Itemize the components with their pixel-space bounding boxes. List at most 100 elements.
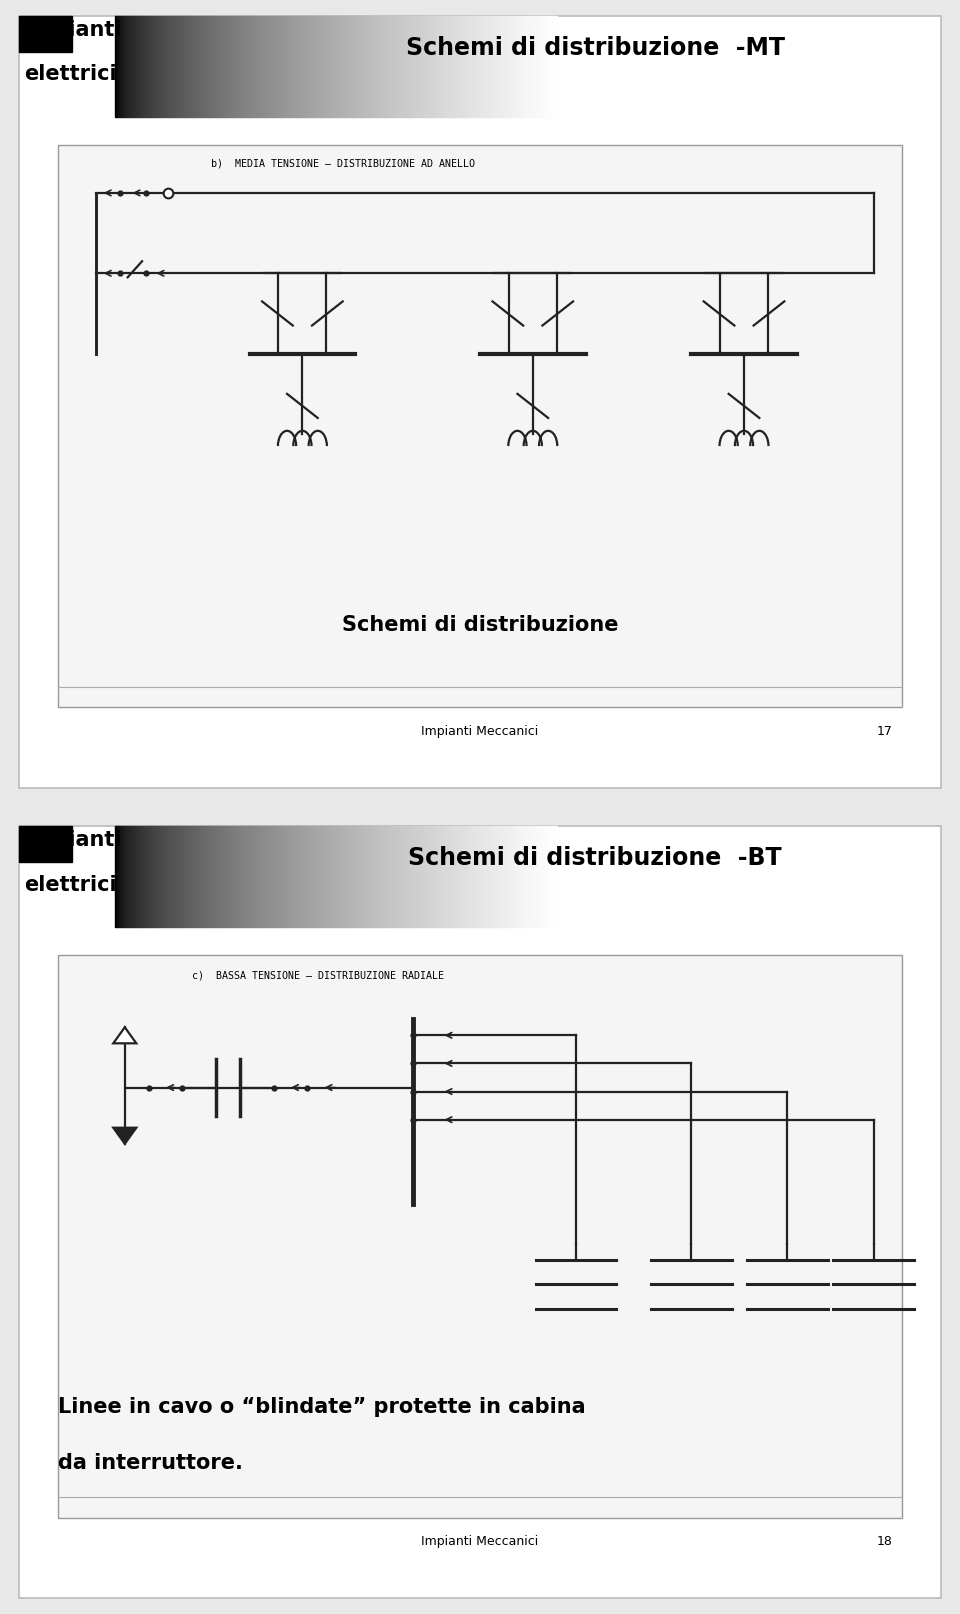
Bar (358, 826, 360, 926)
Bar (507, 16, 508, 116)
Bar (422, 16, 424, 116)
Bar (345, 16, 347, 116)
Bar (126, 16, 127, 116)
Bar (218, 16, 220, 116)
Bar (246, 16, 248, 116)
Bar (419, 16, 420, 116)
Bar (461, 16, 463, 116)
Text: 18: 18 (876, 1535, 893, 1548)
Bar (305, 826, 306, 926)
Bar (277, 826, 278, 926)
Bar (439, 16, 441, 116)
Bar (458, 16, 460, 116)
Bar (433, 826, 435, 926)
Bar (366, 826, 367, 926)
Bar (479, 16, 480, 116)
Bar (477, 826, 479, 926)
Bar (370, 826, 372, 926)
Bar (349, 826, 350, 926)
Bar (524, 826, 526, 926)
Bar (374, 826, 375, 926)
Bar (300, 16, 302, 116)
Bar (467, 16, 468, 116)
Bar (436, 826, 438, 926)
Bar (421, 826, 422, 926)
Bar (159, 826, 161, 926)
Bar (319, 826, 320, 926)
Bar (295, 826, 297, 926)
Bar (139, 826, 140, 926)
Bar (353, 826, 355, 926)
Bar (464, 826, 466, 926)
Bar (386, 16, 388, 116)
Bar (281, 16, 283, 116)
Bar (473, 826, 474, 926)
Bar (237, 826, 239, 926)
Bar (360, 826, 361, 926)
Bar (448, 826, 449, 926)
Bar (118, 16, 120, 116)
Bar (171, 826, 173, 926)
Bar (369, 16, 370, 116)
Bar (134, 826, 135, 926)
Bar (435, 826, 436, 926)
Bar (454, 826, 455, 926)
Bar (532, 826, 533, 926)
Bar (267, 826, 268, 926)
Bar (467, 826, 468, 926)
Bar (180, 16, 181, 116)
Bar (303, 16, 305, 116)
Bar (252, 16, 253, 116)
Bar (221, 826, 223, 926)
Bar (201, 826, 202, 926)
Bar (132, 16, 134, 116)
Bar (546, 826, 548, 926)
Bar (508, 16, 510, 116)
Bar (179, 826, 180, 926)
Bar (356, 826, 358, 926)
Bar (253, 826, 255, 926)
Bar (202, 16, 204, 116)
Bar (495, 16, 496, 116)
Bar (330, 16, 331, 116)
Bar (224, 826, 226, 926)
Bar (212, 16, 214, 116)
Bar (277, 16, 278, 116)
Bar (146, 16, 148, 116)
Bar (127, 16, 129, 116)
Bar (388, 16, 389, 116)
Bar (348, 826, 349, 926)
Bar (179, 16, 180, 116)
Bar (446, 16, 448, 116)
Bar (264, 826, 265, 926)
Bar (495, 826, 496, 926)
Bar (334, 16, 336, 116)
Bar (377, 16, 378, 116)
Bar (341, 16, 342, 116)
Bar (311, 16, 312, 116)
Bar (129, 16, 130, 116)
Bar (316, 826, 317, 926)
Bar (214, 826, 215, 926)
Bar (196, 826, 198, 926)
Bar (483, 826, 485, 926)
Bar (130, 826, 132, 926)
Bar (236, 16, 237, 116)
Bar (273, 826, 275, 926)
Bar (278, 16, 280, 116)
Bar (170, 826, 171, 926)
Text: c)  BASSA TENSIONE – DISTRIBUZIONE RADIALE: c) BASSA TENSIONE – DISTRIBUZIONE RADIAL… (192, 972, 444, 981)
Bar (206, 16, 208, 116)
Bar (333, 826, 334, 926)
Bar (554, 16, 555, 116)
Bar (290, 16, 292, 116)
Bar (120, 16, 121, 116)
Bar (230, 826, 231, 926)
Bar (427, 16, 429, 116)
Bar (198, 16, 199, 116)
Bar (493, 16, 495, 116)
Bar (466, 16, 467, 116)
Bar (515, 826, 516, 926)
Bar (489, 826, 491, 926)
Bar (529, 16, 530, 116)
